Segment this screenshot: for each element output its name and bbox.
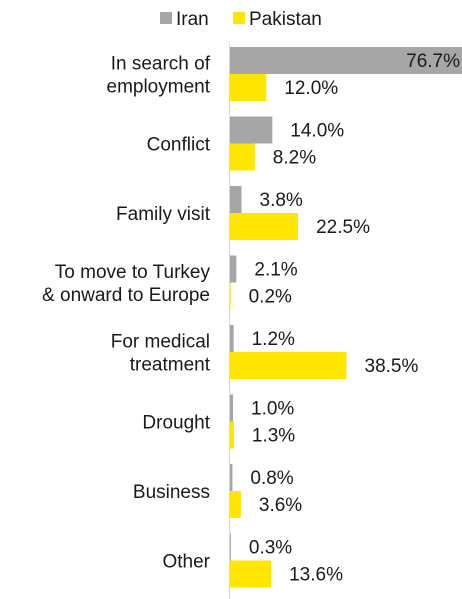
category-label: employment: [107, 77, 211, 98]
category-label: To move to Turkey: [55, 262, 211, 283]
data-label-iran: 1.2%: [252, 329, 295, 350]
data-label-iran: 76.7%: [406, 51, 460, 72]
bar-pakistan: [230, 143, 255, 171]
bar-iran: [230, 116, 273, 144]
category-label: In search of: [111, 54, 211, 75]
category-label: Other: [162, 552, 210, 573]
bar-pakistan: [230, 282, 231, 310]
bar-iran: [230, 533, 231, 561]
data-label-iran: 0.8%: [250, 468, 293, 489]
bar-iran: [230, 464, 233, 491]
legend-label-iran: Iran: [176, 9, 209, 30]
bar-iran: [230, 394, 234, 422]
category-label: & onward to Europe: [42, 285, 210, 306]
bar-pakistan: [230, 560, 272, 588]
data-label-iran: 2.1%: [254, 260, 297, 281]
data-label-pakistan: 22.5%: [316, 217, 370, 238]
bar-iran: [230, 325, 234, 352]
bar-iran: [230, 255, 237, 283]
bar-pakistan: [230, 491, 241, 518]
bar-pakistan: [230, 74, 267, 101]
bar-pakistan: [230, 421, 234, 449]
category-label: Drought: [142, 413, 210, 434]
category-label: Business: [133, 482, 210, 503]
bar-pakistan: [230, 352, 347, 379]
data-label-pakistan: 38.5%: [365, 356, 419, 377]
data-label-pakistan: 13.6%: [289, 565, 343, 586]
data-label-pakistan: 0.2%: [249, 287, 292, 308]
legend-label-pakistan: Pakistan: [249, 9, 322, 30]
category-label: Conflict: [147, 135, 211, 156]
data-label-pakistan: 8.2%: [273, 148, 316, 169]
legend-swatch-iran: [160, 12, 172, 24]
bar-pakistan: [230, 213, 299, 240]
data-label-pakistan: 1.3%: [252, 426, 295, 447]
data-label-pakistan: 3.6%: [259, 495, 302, 516]
category-label: Family visit: [116, 204, 211, 225]
bar-iran: [230, 47, 462, 74]
data-label-iran: 0.3%: [249, 538, 292, 559]
legend-swatch-pakistan: [233, 12, 245, 24]
data-label-iran: 1.0%: [251, 399, 294, 420]
bar-iran: [230, 186, 242, 213]
category-label: treatment: [130, 355, 211, 376]
data-label-pakistan: 12.0%: [284, 78, 338, 99]
data-label-iran: 3.8%: [260, 190, 303, 211]
data-label-iran: 14.0%: [290, 121, 344, 142]
category-label: For medical: [111, 332, 210, 353]
legend: Iran Pakistan: [160, 9, 322, 30]
